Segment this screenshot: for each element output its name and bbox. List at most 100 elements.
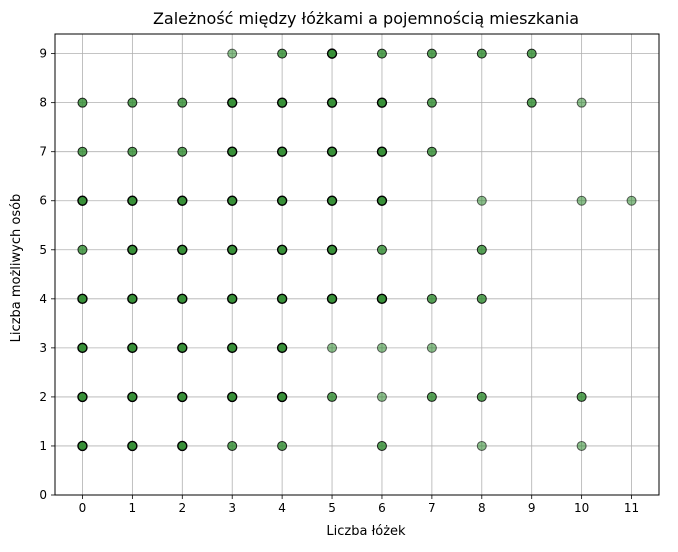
- data-point: [177, 342, 188, 354]
- data-point: [177, 195, 188, 206]
- x-tick-label: 3: [228, 501, 236, 515]
- data-point: [127, 97, 138, 108]
- data-point: [77, 391, 88, 403]
- data-point: [426, 342, 437, 353]
- data-point: [526, 48, 537, 59]
- y-tick-label: 0: [39, 488, 47, 502]
- x-tick-label: 6: [378, 501, 386, 515]
- x-tick-label: 0: [79, 501, 87, 515]
- data-point: [127, 146, 138, 157]
- y-tick-label: 6: [39, 194, 47, 208]
- data-point: [376, 146, 388, 157]
- y-tick-label: 8: [39, 96, 47, 110]
- axes-frame: [54, 33, 660, 496]
- data-point: [77, 146, 88, 157]
- data-point: [376, 195, 388, 206]
- data-point: [227, 342, 238, 354]
- data-point: [127, 342, 138, 354]
- y-axis-ticks: 0 1 2 3 4 5 6 7 8 9: [39, 47, 55, 502]
- data-point: [77, 244, 88, 255]
- x-tick-label: 11: [624, 501, 639, 515]
- data-point: [177, 146, 188, 157]
- data-point: [227, 97, 238, 108]
- data-point: [426, 97, 437, 108]
- data-point: [576, 440, 587, 451]
- data-point: [327, 391, 338, 402]
- data-point: [576, 195, 587, 206]
- data-point: [326, 195, 338, 206]
- data-point: [177, 244, 188, 255]
- data-point: [376, 440, 387, 451]
- data-point: [276, 293, 288, 305]
- x-tick-label: 7: [428, 501, 436, 515]
- data-point: [576, 97, 587, 108]
- data-point: [326, 244, 338, 255]
- chart-title: Zależność między łóżkami a pojemnością m…: [153, 9, 579, 28]
- data-point: [276, 342, 288, 354]
- data-point: [77, 440, 88, 452]
- y-tick-label: 9: [39, 47, 47, 61]
- data-point: [227, 293, 238, 305]
- y-tick-label: 3: [39, 341, 47, 355]
- y-tick-label: 4: [39, 292, 47, 306]
- data-point: [227, 146, 238, 157]
- data-point: [426, 391, 437, 402]
- data-point: [227, 440, 238, 451]
- data-point: [326, 97, 338, 108]
- data-point: [127, 244, 138, 255]
- data-point: [177, 97, 188, 108]
- data-point: [376, 244, 387, 255]
- data-point: [626, 195, 637, 206]
- data-point: [77, 97, 88, 108]
- x-tick-label: 4: [278, 501, 286, 515]
- y-tick-label: 1: [39, 439, 47, 453]
- x-axis-ticks: 0 1 2 3 4 5 6 7 8 9 10 11: [79, 495, 639, 515]
- x-axis-label: Liczba łóżek: [326, 524, 406, 539]
- data-point: [127, 391, 138, 403]
- data-point: [227, 244, 238, 255]
- data-point: [476, 293, 487, 304]
- data-point: [476, 244, 487, 255]
- data-point: [77, 195, 88, 206]
- data-point: [326, 293, 338, 305]
- x-tick-label: 10: [574, 501, 589, 515]
- data-point: [127, 195, 138, 206]
- y-axis-label: Liczba możliwych osób: [9, 194, 24, 343]
- x-tick-label: 8: [478, 501, 486, 515]
- x-tick-label: 1: [129, 501, 137, 515]
- data-point: [227, 48, 238, 59]
- data-point: [426, 293, 437, 304]
- data-point: [276, 146, 288, 157]
- data-point: [277, 440, 288, 451]
- data-point: [476, 391, 487, 402]
- data-point: [426, 146, 437, 157]
- y-tick-label: 2: [39, 390, 47, 404]
- data-point: [376, 342, 387, 353]
- x-tick-label: 9: [528, 501, 536, 515]
- data-point: [177, 440, 188, 452]
- data-point: [77, 342, 88, 354]
- y-tick-label: 5: [39, 243, 47, 257]
- x-tick-label: 5: [328, 501, 336, 515]
- data-point: [376, 391, 387, 402]
- data-point: [576, 391, 587, 402]
- data-point: [376, 48, 387, 59]
- data-point: [526, 97, 537, 108]
- data-point: [326, 48, 338, 59]
- data-point: [227, 195, 238, 206]
- data-point: [127, 440, 138, 452]
- data-point: [426, 48, 437, 59]
- data-point: [177, 293, 188, 305]
- y-tick-label: 7: [39, 145, 47, 159]
- data-point: [376, 293, 388, 305]
- data-point: [326, 146, 338, 157]
- data-point: [276, 391, 288, 403]
- data-point: [476, 48, 487, 59]
- data-point: [376, 97, 388, 108]
- data-point: [277, 48, 288, 59]
- data-point: [227, 391, 238, 403]
- data-point: [77, 293, 88, 305]
- x-tick-label: 2: [178, 501, 186, 515]
